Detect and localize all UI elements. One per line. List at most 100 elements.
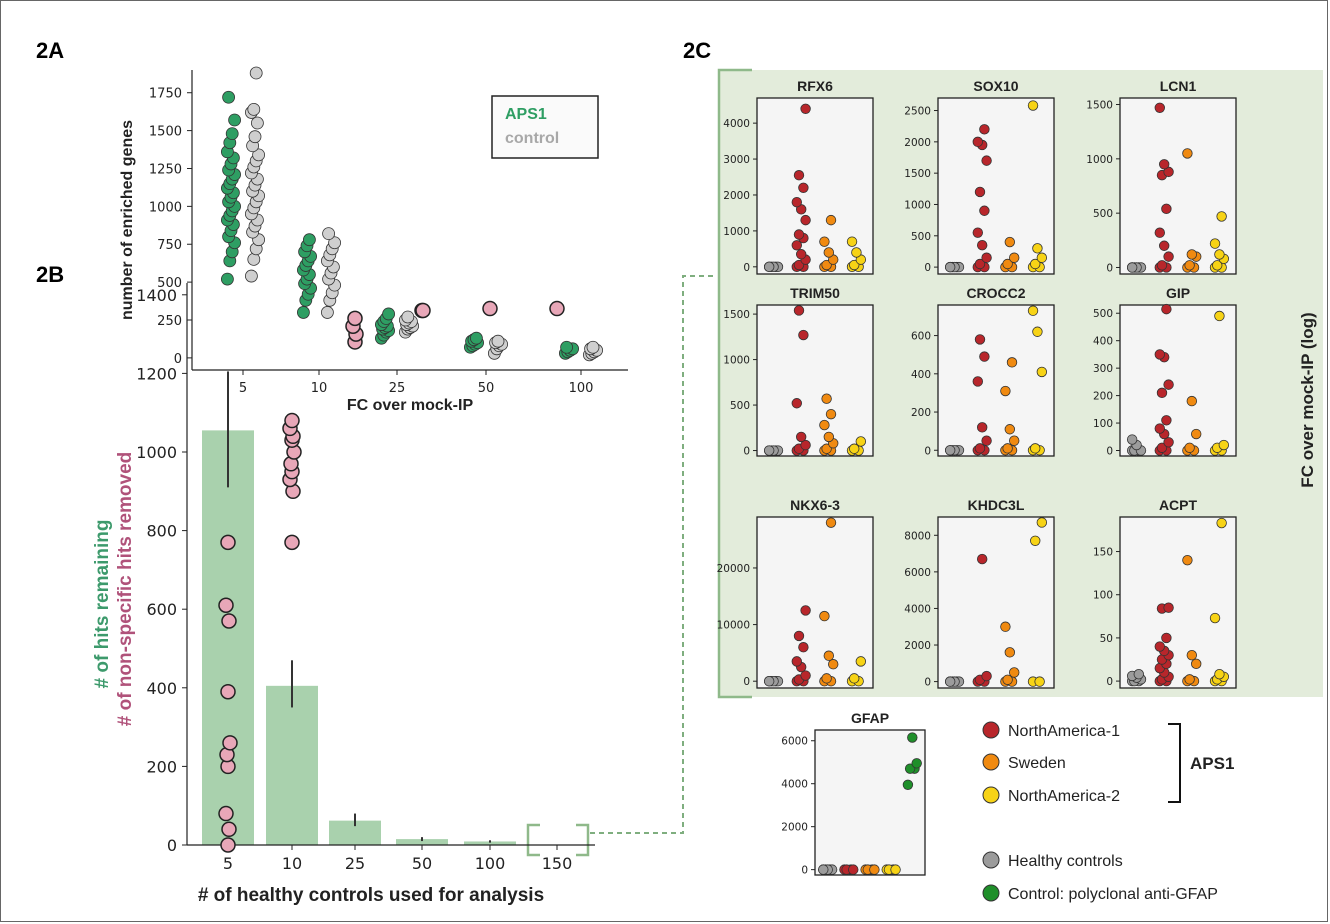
chart-2c: RFX601000200030004000SOX1005001000150020… [717, 78, 1317, 877]
point-control [252, 148, 266, 162]
point-aps1 [1163, 251, 1174, 262]
point-aps1 [795, 249, 807, 260]
point-control [322, 227, 336, 241]
point-aps1 [1186, 395, 1198, 407]
point-gfap [911, 758, 922, 769]
point-aps1 [823, 650, 835, 661]
point-aps1 [228, 113, 242, 127]
point-aps1 [855, 656, 867, 667]
point-aps1 [1163, 379, 1174, 390]
point-aps1 [1182, 554, 1193, 566]
y-tick-label-2a: 500 [157, 276, 182, 291]
y-tick-label-2c: 2000 [781, 822, 808, 834]
point-aps1 [1154, 349, 1165, 360]
point-gfap [902, 779, 914, 790]
point-healthy [944, 676, 956, 687]
point-control [247, 102, 261, 116]
subplot-title: NKX6-3 [790, 497, 840, 513]
point-aps1 [972, 227, 983, 238]
point-aps1 [821, 393, 832, 404]
y-axis-title-green: # of hits remaining [92, 520, 113, 689]
point-aps1 [1156, 442, 1168, 453]
y-tick-label-2a: 0 [174, 352, 182, 367]
point-aps1 [972, 376, 983, 387]
y-tick-label-2c: 200 [911, 407, 931, 419]
point-healthy [1133, 668, 1144, 680]
point-aps1 [1004, 647, 1016, 658]
subplot-trim50: TRIM50 0 500 1000 1500 [723, 285, 874, 458]
point-aps1 [848, 864, 859, 875]
y-tick-label-2a: 1250 [149, 162, 182, 177]
point-aps1 [1009, 435, 1020, 446]
subplot-gfap: GFAP 0 2000 4000 6000 [781, 710, 926, 877]
point-removed [218, 597, 234, 614]
subplot-crocc2: CROCC2 0 200 400 600 [911, 285, 1055, 457]
point-removed [482, 300, 498, 317]
point-aps1 [981, 435, 992, 446]
subplot-nkx6-3: NKX6-3 0 10000 20000 [717, 497, 874, 689]
point-healthy [944, 445, 956, 456]
point-aps1 [1000, 621, 1011, 632]
subplot-title: RFX6 [797, 78, 833, 94]
point-aps1 [828, 659, 839, 670]
point-aps1 [821, 673, 832, 684]
point-aps1 [1036, 366, 1048, 378]
subplot-khdc3l: KHDC3L 0 2000 4000 6000 8000 [904, 497, 1055, 689]
subplot-title: KHDC3L [968, 497, 1025, 513]
point-aps1 [798, 182, 809, 193]
y-tick-label-2c: 2000 [904, 640, 931, 652]
point-control [244, 269, 258, 283]
subplot-title: ACPT [1159, 497, 1198, 513]
point-aps1 [1156, 387, 1168, 399]
x-tick-label-2b: 150 [542, 854, 573, 873]
point-aps1 [1191, 428, 1202, 440]
point-healthy [763, 676, 775, 687]
point-aps1 [1186, 249, 1198, 260]
y-tick-label-2c: 0 [743, 676, 750, 688]
y-tick-label-2c: 2000 [904, 137, 931, 149]
point-aps1 [1184, 674, 1195, 685]
x-tick-label-2b: 50 [412, 854, 432, 873]
point-removed [221, 613, 237, 629]
point-aps1 [976, 553, 988, 565]
x-tick-label-2b: 5 [223, 854, 233, 873]
point-aps1 [382, 307, 396, 321]
y-tick-label-2c: 400 [911, 369, 931, 381]
point-aps1 [979, 124, 990, 135]
point-healthy [763, 445, 775, 456]
point-aps1 [1154, 227, 1165, 238]
point-aps1 [851, 247, 862, 258]
y-tick-label-2c: 100 [1093, 418, 1113, 430]
y-tick-label-2a: 1750 [149, 87, 182, 102]
point-aps1 [220, 272, 234, 286]
point-aps1 [1030, 443, 1041, 454]
point-aps1 [819, 419, 830, 431]
y-tick-label-2c: 200 [1093, 391, 1113, 403]
panel-label-2c: 2C [683, 38, 711, 63]
point-aps1 [1161, 632, 1172, 644]
y-tick-label-2c: 100 [1093, 590, 1113, 602]
point-aps1 [1209, 612, 1221, 624]
y-tick-label-2b: 1200 [136, 364, 177, 383]
point-aps1 [979, 351, 990, 362]
bar-hits-remaining [202, 430, 254, 845]
point-healthy [763, 261, 775, 273]
x-tick-label-2b: 10 [282, 854, 302, 873]
legend-label: NorthAmerica-1 [1008, 723, 1120, 740]
point-aps1 [1000, 385, 1011, 397]
y-tick-label-2c: 1000 [723, 226, 750, 238]
point-healthy [1126, 262, 1138, 273]
point-removed [220, 837, 236, 853]
point-aps1 [1032, 326, 1043, 337]
point-removed [284, 412, 300, 429]
y-tick-label-2c: 500 [1093, 208, 1113, 220]
y-tick-label-2c: 1000 [1086, 154, 1113, 166]
y-tick-label-2c: 0 [924, 262, 931, 274]
subplot-rfx6: RFX6 0 1000 2000 3000 4000 [723, 78, 874, 275]
point-healthy [944, 261, 956, 273]
point-aps1 [1154, 423, 1165, 434]
point-aps1 [979, 205, 990, 216]
point-aps1 [800, 214, 811, 226]
zoom-bracket-150 [526, 823, 590, 857]
